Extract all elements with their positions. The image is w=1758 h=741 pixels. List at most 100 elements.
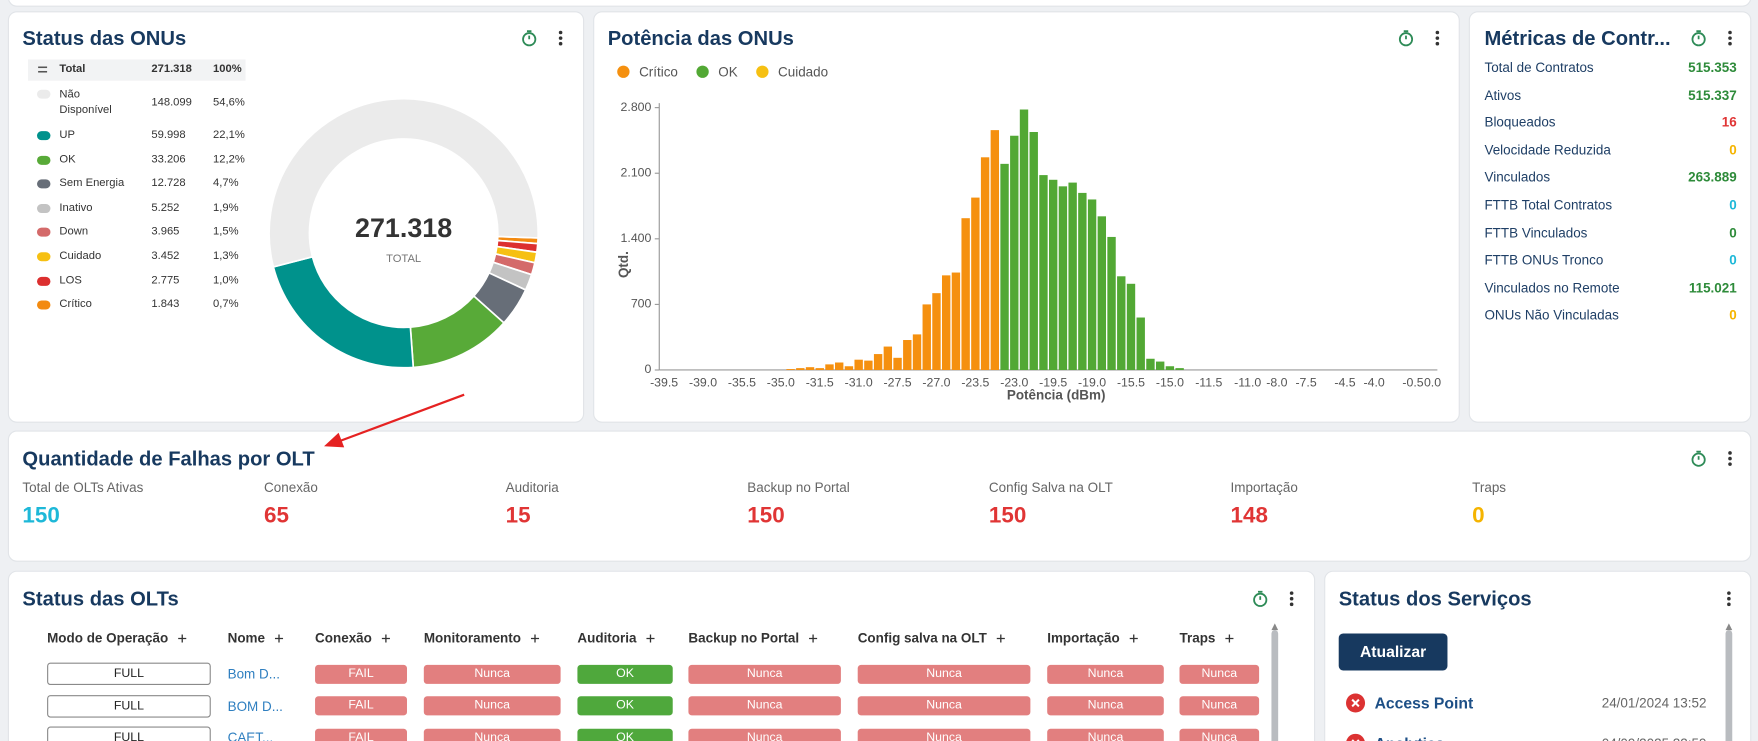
- failure-value: 150: [22, 503, 60, 529]
- column-header[interactable]: Importação: [1047, 630, 1120, 646]
- refresh-timer[interactable]: [1253, 590, 1268, 607]
- bar: [961, 218, 970, 370]
- x-tick-label: -39.0: [689, 376, 717, 390]
- failure-value: 150: [988, 503, 1027, 529]
- legend-total-percent: 100%: [213, 62, 242, 76]
- bar: [1087, 199, 1097, 370]
- menu[interactable]: [1289, 591, 1294, 607]
- y-tick-label: 0: [645, 362, 652, 376]
- x-tick-label: -7.5: [1295, 376, 1316, 390]
- olt-name[interactable]: Bom D...: [227, 665, 280, 682]
- olt-name[interactable]: CAET...: [227, 730, 274, 741]
- refresh-timer[interactable]: [522, 30, 537, 47]
- status-pill: Nunca: [1047, 664, 1164, 684]
- column-header[interactable]: Modo de Operação: [47, 630, 169, 646]
- service-date: 24/01/2024 13:52: [1601, 695, 1707, 711]
- metric-label: Vinculados: [1484, 169, 1551, 186]
- service-name: Analytics: [1375, 733, 1445, 741]
- metric-value: 0: [1729, 142, 1737, 158]
- failure-value: 15: [505, 503, 531, 529]
- y-tick-label: 2.100: [621, 165, 652, 179]
- refresh-timer[interactable]: [1398, 30, 1414, 47]
- metric-value: 0: [1729, 307, 1737, 324]
- legend-name: Down: [59, 225, 89, 239]
- bar: [854, 359, 863, 370]
- legend-percent: 1,0%: [213, 274, 239, 287]
- metric-value: 115.021: [1688, 280, 1737, 296]
- y-tick-label: 700: [631, 297, 652, 311]
- column-header[interactable]: Conexão: [315, 630, 372, 646]
- sort-icon: [177, 633, 187, 644]
- bar: [912, 334, 922, 370]
- metric-label: FTTB Total Contratos: [1484, 197, 1613, 214]
- bar: [1058, 186, 1068, 370]
- x-tick-label: -27.5: [884, 376, 912, 390]
- sort-icon: [530, 633, 540, 644]
- metric-label: Velocidade Reduzida: [1484, 142, 1611, 158]
- metric-value: 515.353: [1688, 59, 1737, 76]
- bar: [864, 360, 873, 370]
- legend-marker: [696, 65, 709, 78]
- column-header[interactable]: Monitoramento: [423, 630, 521, 646]
- legend-percent: 22,1%: [213, 128, 245, 142]
- legend-percent: 1,3%: [213, 250, 239, 263]
- legend-label: Crítico: [639, 64, 678, 79]
- scrollbar[interactable]: [1271, 630, 1279, 741]
- bar: [1146, 358, 1155, 370]
- column-header[interactable]: Config salva na OLT: [857, 630, 987, 646]
- legend-name: LOS: [59, 274, 82, 287]
- column-header[interactable]: Nome: [227, 630, 265, 646]
- bar: [835, 362, 844, 370]
- mode-badge: FULL: [47, 694, 211, 718]
- refresh-timer[interactable]: [1691, 450, 1706, 467]
- menu[interactable]: [1435, 30, 1440, 46]
- legend-percent: 1,9%: [213, 201, 239, 214]
- column-header[interactable]: Backup no Portal: [688, 630, 800, 646]
- failure-label: Backup no Portal: [747, 479, 850, 496]
- menu[interactable]: [1728, 30, 1732, 46]
- status-icon: [1345, 733, 1366, 741]
- column-header[interactable]: Traps: [1179, 630, 1216, 646]
- status-icon: [1345, 692, 1366, 714]
- scroll-arrow[interactable]: [1271, 623, 1279, 631]
- menu[interactable]: [1728, 451, 1732, 466]
- scrollbar[interactable]: [1725, 630, 1733, 741]
- status-pill: FAIL: [315, 728, 407, 741]
- bar: [1078, 192, 1087, 370]
- failure-value: 65: [264, 503, 289, 529]
- status-pill: FAIL: [315, 664, 407, 684]
- panel: [1468, 11, 1752, 423]
- olt-name[interactable]: BOM D...: [227, 698, 283, 714]
- legend-value: 1.843: [151, 298, 180, 311]
- legend-value: 3.965: [151, 225, 180, 239]
- bar: [1048, 179, 1058, 370]
- legend-label: Cuidado: [778, 64, 828, 79]
- column-header[interactable]: Auditoria: [577, 630, 637, 646]
- menu[interactable]: [1727, 591, 1731, 607]
- menu-icon: [38, 66, 48, 73]
- annotation-arrow: [324, 393, 465, 448]
- refresh-timer[interactable]: [1691, 30, 1706, 47]
- sort-icon: [645, 633, 656, 644]
- bar: [1010, 135, 1019, 370]
- status-pill: Nunca: [1047, 696, 1164, 716]
- x-tick-label: -27.0: [922, 376, 950, 390]
- service-date: 04/09/2025 22:59: [1602, 734, 1707, 741]
- bar: [1175, 368, 1184, 370]
- donut-slice: [272, 255, 415, 369]
- status-pill: Nunca: [1179, 696, 1260, 716]
- metric-value: 515.337: [1688, 86, 1737, 103]
- panel-title: Quantidade de Falhas por OLT: [22, 447, 315, 470]
- refresh-button[interactable]: Atualizar: [1338, 633, 1448, 671]
- legend-percent: 0,7%: [213, 298, 239, 311]
- scroll-arrow[interactable]: [1725, 623, 1733, 631]
- legend-percent: 54,6%: [213, 96, 245, 109]
- bar: [1097, 216, 1107, 370]
- donut-center-label: TOTAL: [386, 253, 421, 265]
- failure-label: Config Salva na OLT: [988, 479, 1113, 496]
- status-pill: Nunca: [1047, 728, 1164, 741]
- menu[interactable]: [558, 30, 563, 46]
- status-pill: Nunca: [423, 728, 561, 741]
